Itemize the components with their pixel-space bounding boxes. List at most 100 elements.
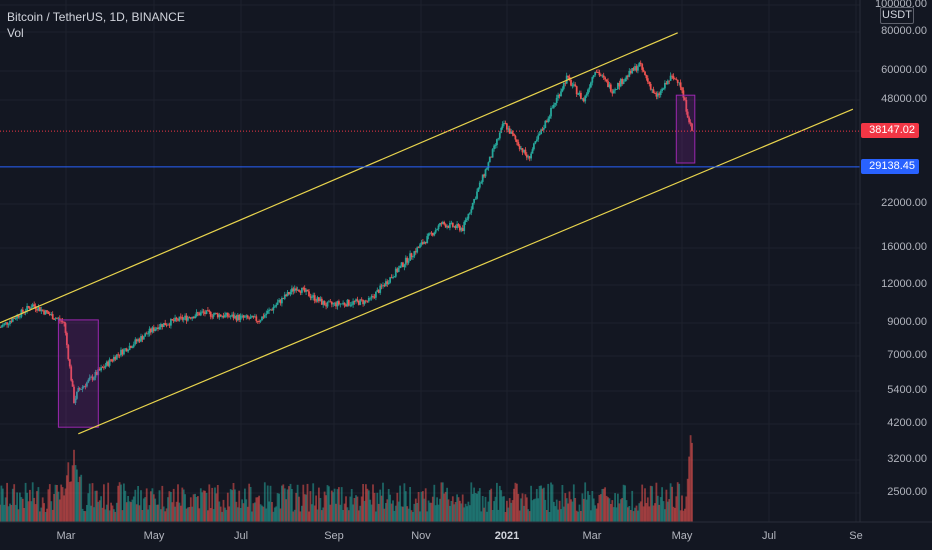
candle-body xyxy=(461,228,464,231)
trend-line[interactable] xyxy=(78,108,854,435)
volume-bar xyxy=(232,483,235,522)
candle-body xyxy=(333,302,336,304)
volume-bar xyxy=(43,503,45,522)
candle-body xyxy=(54,318,57,320)
candle-body xyxy=(423,241,426,244)
candle-body xyxy=(366,300,369,302)
candle-body xyxy=(316,297,319,302)
candle-body xyxy=(567,75,569,77)
candle-body xyxy=(147,333,149,335)
volume-bar xyxy=(30,501,33,522)
candle-body xyxy=(679,82,682,88)
highlight-box[interactable] xyxy=(57,319,99,428)
volume-bar xyxy=(514,482,517,522)
candle-body xyxy=(537,135,540,140)
candle-body xyxy=(268,309,270,311)
volume-bar xyxy=(402,506,404,522)
candle-body xyxy=(241,315,243,317)
candle-body xyxy=(453,226,456,227)
candle-body xyxy=(125,348,128,352)
volume-bar xyxy=(459,500,461,522)
candle-body xyxy=(347,299,350,306)
volume-bar xyxy=(155,504,158,522)
volume-bar xyxy=(379,489,382,522)
volume-bar xyxy=(419,511,421,522)
volume-bar xyxy=(194,493,196,522)
candle-body xyxy=(91,376,94,380)
volume-bar xyxy=(0,485,3,522)
candle-body xyxy=(471,202,474,210)
volume-bar xyxy=(219,506,222,522)
volume-bar xyxy=(390,503,393,522)
candle-body xyxy=(430,232,433,234)
volume-bar xyxy=(449,505,451,522)
volume-bar xyxy=(548,512,551,522)
candle-body xyxy=(104,365,107,368)
volume-bar xyxy=(188,507,191,522)
candle-body xyxy=(330,301,333,305)
candle-body xyxy=(666,80,669,85)
currency-badge[interactable]: USDT xyxy=(880,7,914,24)
candle-body xyxy=(639,62,642,65)
volume-bar xyxy=(21,498,24,522)
candle-body xyxy=(140,336,142,342)
candle-body xyxy=(4,322,7,324)
candle-body xyxy=(278,299,280,303)
candle-body xyxy=(665,82,668,85)
volume-bar xyxy=(353,498,356,522)
candle-body xyxy=(111,360,114,362)
candle-body xyxy=(649,83,652,90)
candle-body xyxy=(658,93,661,95)
volume-bar xyxy=(14,504,17,522)
volume-bar xyxy=(34,504,37,522)
volume-bar xyxy=(318,487,320,522)
volume-bar xyxy=(523,505,525,522)
candle-body xyxy=(588,87,591,90)
drawn-lines[interactable] xyxy=(0,32,860,435)
volume-bar xyxy=(333,488,336,522)
volume-bar xyxy=(120,484,122,522)
candle-body xyxy=(669,75,672,81)
volume-bar xyxy=(86,505,88,522)
volume-bar xyxy=(312,483,315,522)
candle-body xyxy=(581,98,584,100)
candle-body xyxy=(473,199,475,203)
volume-bar xyxy=(160,509,162,522)
volume-bar xyxy=(266,485,269,522)
volume-bar xyxy=(228,506,231,522)
candle-body xyxy=(77,388,80,392)
trend-line[interactable] xyxy=(0,32,678,324)
volume-bar xyxy=(602,488,605,522)
candle-body xyxy=(478,182,481,188)
candle-body xyxy=(525,154,528,158)
candle-body xyxy=(561,88,564,92)
symbol-title[interactable]: Bitcoin / TetherUS, 1D, BINANCE xyxy=(7,10,185,24)
volume-bar xyxy=(471,493,474,522)
candle-body xyxy=(214,312,216,315)
highlight-box[interactable] xyxy=(675,94,696,164)
candle-body xyxy=(635,66,638,71)
volume-bar xyxy=(555,499,558,522)
candle-body xyxy=(582,98,585,102)
volume-bar xyxy=(591,491,594,522)
volume-bar xyxy=(474,493,477,522)
candle-body xyxy=(441,222,444,224)
candle-body xyxy=(356,299,359,301)
candle-body xyxy=(204,312,206,314)
candle-body xyxy=(444,224,447,228)
volume-bar xyxy=(248,483,251,522)
candle-body xyxy=(513,134,515,136)
candle-body xyxy=(185,315,188,321)
volume-bar xyxy=(688,456,690,522)
volume-indicator-label[interactable]: Vol xyxy=(7,26,24,40)
volume-bar xyxy=(255,497,258,522)
volume-bar xyxy=(656,495,659,522)
candle-body xyxy=(491,149,494,158)
highlight-boxes[interactable] xyxy=(57,94,696,428)
volume-bar xyxy=(367,490,370,522)
candle-body xyxy=(424,241,427,244)
candle-body xyxy=(483,174,485,177)
volume-bar xyxy=(281,485,283,522)
volume-bar xyxy=(635,505,638,522)
